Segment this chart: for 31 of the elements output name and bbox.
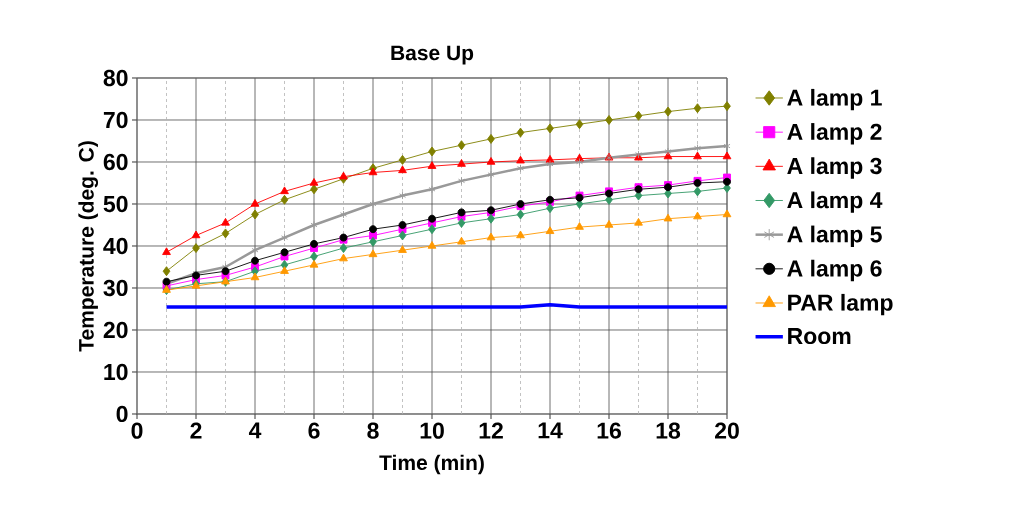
- legend-label: A lamp 6: [787, 259, 882, 282]
- legend-label: A lamp 3: [787, 157, 882, 179]
- y-tick-label: 20: [103, 321, 128, 339]
- x-tick-label: 20: [715, 422, 739, 439]
- legend-label: A lamp 4: [787, 191, 883, 213]
- x-tick-label: 8: [367, 422, 379, 439]
- x-tick-label: 18: [656, 422, 681, 439]
- chart-title: Base Up: [391, 45, 474, 65]
- y-tick-label: 0: [116, 405, 128, 423]
- y-tick-label: 60: [103, 153, 128, 171]
- legend-label: A lamp 5: [787, 225, 882, 248]
- x-tick-label: 6: [308, 422, 320, 439]
- legend-label: A lamp 2: [787, 123, 882, 145]
- x-tick-label: 0: [131, 422, 143, 439]
- x-tick-label: 14: [538, 422, 563, 439]
- y-tick-label: 40: [103, 237, 128, 255]
- y-tick-label: 70: [103, 111, 128, 129]
- x-tick-label: 10: [420, 422, 444, 439]
- legend-label: PAR lamp: [788, 293, 893, 316]
- x-tick-label: 4: [248, 422, 262, 439]
- y-tick-label: 80: [103, 69, 128, 87]
- legend-label: Room: [788, 328, 851, 345]
- y-axis-title: Temperature (deg. C): [78, 141, 99, 352]
- y-tick-label: 30: [103, 279, 128, 297]
- legend-label: A lamp 1: [787, 88, 882, 111]
- x-tick-label: 12: [479, 422, 503, 439]
- x-tick-label: 2: [190, 422, 202, 439]
- y-tick-label: 50: [103, 195, 128, 213]
- y-tick-label: 10: [104, 363, 128, 381]
- x-tick-label: 16: [597, 422, 621, 439]
- x-axis-title: Time (min): [379, 454, 484, 475]
